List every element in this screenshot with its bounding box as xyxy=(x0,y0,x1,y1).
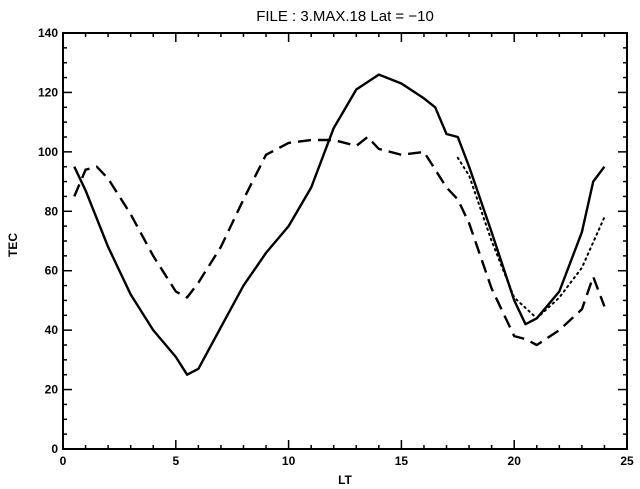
y-tick-label: 40 xyxy=(45,323,59,337)
x-tick-label: 10 xyxy=(282,454,296,468)
y-tick-label: 120 xyxy=(38,85,58,99)
series-line-dotted xyxy=(456,156,606,320)
x-tick-label: 20 xyxy=(508,454,522,468)
y-tick-label: 100 xyxy=(38,145,58,159)
plot-frame xyxy=(62,32,628,450)
y-axis-label: TEC xyxy=(6,233,20,257)
series-line-solid xyxy=(73,73,606,376)
chart-title: FILE : 3.MAX.18 Lat = −10 xyxy=(256,8,434,25)
y-tick-label: 140 xyxy=(38,26,58,40)
series-layer xyxy=(73,73,606,376)
x-tick-label: 25 xyxy=(620,454,634,468)
y-tick-label: 80 xyxy=(45,204,59,218)
series-line-dashed xyxy=(73,135,606,347)
x-tick-label: 15 xyxy=(395,454,409,468)
x-tick-label: 0 xyxy=(60,454,67,468)
x-tick-label: 5 xyxy=(172,454,179,468)
y-tick-label: 20 xyxy=(45,383,59,397)
axis-layer: 0 5 10 15 20 25 0 20 40 60 80 100 120 140 xyxy=(38,26,634,468)
y-tick-label: 60 xyxy=(45,264,59,278)
x-axis-label: LT xyxy=(338,473,352,487)
y-tick-label: 0 xyxy=(51,442,58,456)
